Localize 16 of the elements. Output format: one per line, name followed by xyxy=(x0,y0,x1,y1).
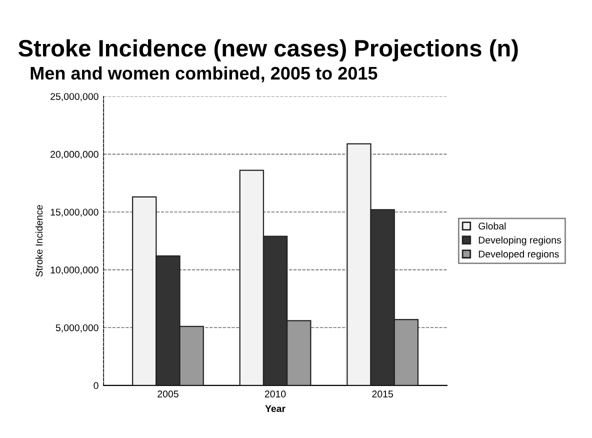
legend-label: Global xyxy=(478,222,506,230)
y-tick-label: 20,000,000 xyxy=(50,150,98,159)
y-axis-title: Stroke Incidence xyxy=(35,205,43,277)
y-tick-label: 5,000,000 xyxy=(56,324,98,332)
legend-label: Developed regions xyxy=(478,250,559,260)
x-tick-label: 2010 xyxy=(264,390,286,398)
chart-subtitle: Men and women combined, 2005 to 2015 xyxy=(30,66,378,82)
x-tick-label: 2015 xyxy=(372,390,393,398)
chart-title: Stroke Incidence (new cases) Projections (n) xyxy=(18,39,518,62)
y-tick-label: 15,000,000 xyxy=(50,208,98,217)
y-tick-label: 25,000,000 xyxy=(50,93,98,102)
y-tick-label: 10,000,000 xyxy=(50,266,98,275)
y-tick-label: 0 xyxy=(94,382,98,390)
legend-label: Developing regions xyxy=(478,236,562,246)
x-tick-label: 2005 xyxy=(158,390,178,398)
x-axis-title: Year xyxy=(265,405,286,412)
